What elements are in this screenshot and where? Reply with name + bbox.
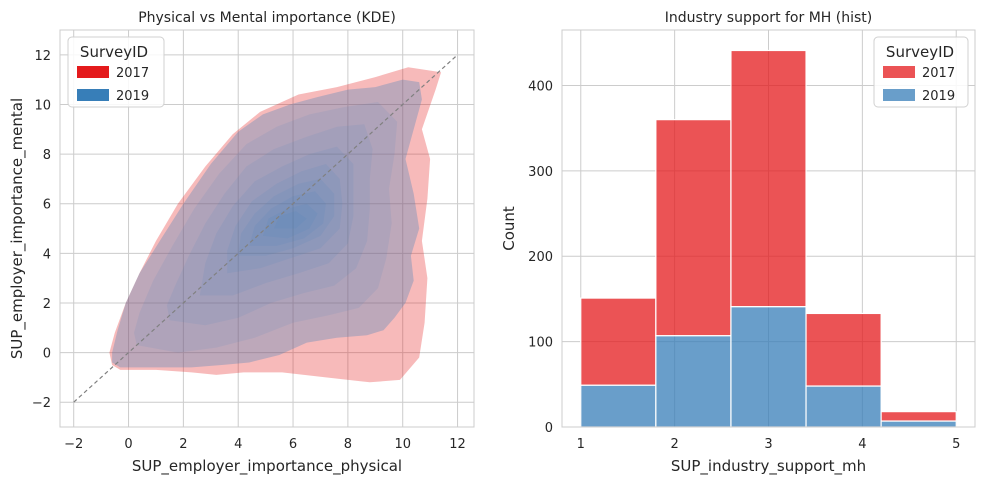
y-axis-label: SUP_employer_importance_mental (8, 98, 27, 359)
y-tick-label: 10 (34, 98, 51, 113)
bar-2019-bin-1 (580, 384, 657, 428)
legend-label: 2017 (116, 66, 149, 81)
bar-2017-bin-3 (730, 49, 807, 308)
bar-2017-bin-1 (580, 297, 657, 386)
bar-2019-bin-5 (880, 420, 957, 428)
bar-2017-bin-5 (880, 411, 957, 422)
kde-contour-2019-level-5 (227, 164, 343, 274)
x-axis-label: SUP_industry_support_mh (671, 457, 866, 476)
y-tick-label: 12 (34, 49, 51, 64)
x-tick-label: 5 (952, 437, 960, 452)
x-tick-label: 4 (858, 437, 866, 452)
plot-frame (561, 29, 976, 428)
y-tick-label: 300 (528, 165, 553, 180)
y-axis-label: Count (500, 206, 518, 251)
legend-title: SurveyID (886, 43, 954, 61)
diagonal-reference-line (73, 54, 458, 403)
legend-swatch-2019 (883, 89, 915, 101)
x-tick-label: 3 (764, 437, 772, 452)
kde-contour-2019-level-9 (273, 211, 307, 229)
bar-2019-bin-3 (730, 306, 807, 428)
x-tick-label: 8 (344, 437, 352, 452)
chart-title: Physical vs Mental importance (KDE) (138, 10, 396, 26)
legend-label: 2019 (922, 89, 955, 104)
legend-label: 2019 (116, 89, 149, 104)
x-tick-label: 10 (394, 437, 411, 452)
legend-title: SurveyID (80, 43, 148, 61)
kde-contour-2019-level-3 (166, 124, 373, 326)
y-tick-label: 100 (528, 336, 553, 351)
legend-swatch-2017 (77, 66, 109, 78)
kde-chart: −2 0 2 4 6 8 10 12 −2 0 2 4 6 8 10 12 Physical vs Mental… (8, 10, 475, 476)
legend-swatch-2017 (883, 66, 915, 78)
kde-contour-2019-level-1 (112, 79, 422, 368)
x-tick-label: 0 (124, 437, 132, 452)
x-tick-label: 2 (670, 437, 678, 452)
kde-contour-2017-level-1 (109, 67, 442, 383)
x-tick-label: 4 (234, 437, 242, 452)
histogram-chart: 1 2 3 4 5 0 100 200 300 400 Industry support for M… (500, 10, 976, 476)
x-tick-label: 12 (449, 437, 466, 452)
kde-contour-2019-level-2 (134, 102, 398, 353)
y-tick-label: 4 (43, 247, 51, 262)
bar-2017-bin-2 (655, 119, 732, 337)
y-tick-label: 0 (545, 421, 553, 436)
y-tick-label: 8 (43, 148, 51, 163)
x-tick-label: −2 (64, 437, 83, 452)
y-tick-label: 2 (43, 297, 51, 312)
chart-title: Industry support for MH (hist) (665, 10, 872, 26)
y-tick-label: 6 (43, 198, 51, 213)
x-axis-label: SUP_employer_importance_physical (132, 457, 402, 476)
bar-2019-bin-4 (805, 385, 882, 428)
y-tick-label: 400 (528, 79, 553, 94)
y-tick-label: 200 (528, 250, 553, 265)
legend-label: 2017 (922, 66, 955, 81)
bar-2019-bin-2 (655, 335, 732, 428)
plot-frame (59, 29, 475, 428)
x-tick-label: 6 (289, 437, 297, 452)
x-tick-label: 2 (179, 437, 187, 452)
legend-swatch-2019 (77, 89, 109, 101)
kde-contour-2019-level-8 (262, 203, 318, 239)
kde-contour-2019-level-6 (238, 178, 335, 256)
x-tick-label: 1 (577, 437, 585, 452)
y-tick-label: −2 (32, 396, 51, 411)
kde-contour-2019-level-7 (249, 191, 326, 246)
bar-2017-bin-4 (805, 312, 882, 387)
y-tick-label: 0 (43, 347, 51, 362)
